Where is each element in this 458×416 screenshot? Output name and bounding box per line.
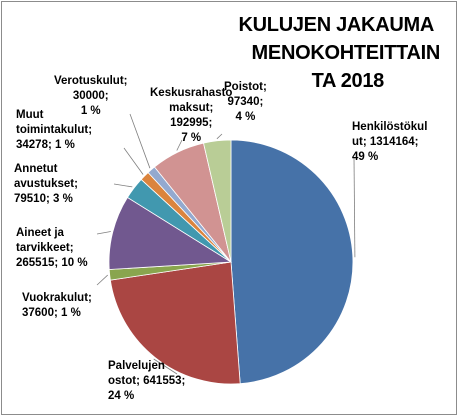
- chart-title-line-1: KULUJEN JAKAUMA: [238, 14, 434, 36]
- data-label-line: Muut: [16, 109, 44, 121]
- data-label-0: Henkilöstökul ut; 1314164; 49 %: [352, 120, 427, 165]
- data-label-line: 7 %: [181, 132, 202, 144]
- data-label-line: Vuokrakulut;: [22, 292, 92, 304]
- data-label-line: Verotuskulut;: [54, 75, 128, 87]
- data-label-line: Palvelujen: [108, 360, 165, 372]
- data-label-line: 4 %: [235, 111, 256, 123]
- pie-slice-0: [230, 139, 354, 385]
- data-label-line: 49 %: [352, 151, 379, 163]
- pie-slice-8: [203, 139, 232, 263]
- leader-line-4: [113, 183, 133, 188]
- data-label-line: 1 %: [80, 105, 101, 117]
- data-label-line: Aineet ja: [16, 227, 64, 239]
- data-label-3: Aineet ja tarvikkeet; 265515; 10 %: [16, 226, 88, 271]
- chart-title-line-3: TA 2018: [311, 70, 385, 92]
- pie-slice-3: [108, 196, 233, 270]
- data-label-line: Poistot;: [224, 81, 267, 93]
- data-label-line: 30000;: [72, 90, 109, 102]
- chart-title-line-2: MENOKOHTEITTAIN: [251, 42, 441, 64]
- data-label-line: ostot; 641553;: [108, 375, 186, 387]
- data-label-line: toimintakulut;: [16, 124, 93, 136]
- data-label-line: Henkilöstökul: [352, 121, 428, 133]
- data-label-8: Poistot; 97340; 4 %: [224, 80, 267, 125]
- data-label-line: 265515; 10 %: [16, 257, 88, 269]
- data-label-line: 192995;: [170, 117, 213, 129]
- leader-line-0: [353, 156, 356, 258]
- data-label-1: Palvelujen ostot; 641553; 24 %: [108, 359, 185, 404]
- leader-line-2: [96, 274, 108, 286]
- data-label-line: 37600; 1 %: [22, 307, 81, 319]
- leader-line-6: [129, 113, 151, 169]
- data-label-5: Muut toimintakulut; 34278; 1 %: [16, 108, 92, 153]
- leader-line-3: [96, 231, 111, 235]
- leader-line-1: [153, 358, 178, 375]
- data-label-line: 79510; 3 %: [14, 193, 73, 205]
- pie-slice-1: [109, 261, 241, 385]
- data-label-7: Keskusrahasto maksut; 192995; 7 %: [150, 86, 232, 146]
- leader-line-8: [216, 133, 223, 140]
- data-label-line: Keskusrahasto: [150, 87, 233, 99]
- data-label-line: 97340;: [227, 96, 264, 108]
- data-label-2: Vuokrakulut; 37600; 1 %: [22, 291, 92, 321]
- data-label-line: tarvikkeet;: [16, 242, 74, 254]
- leader-line-5: [123, 147, 144, 175]
- data-label-line: 34278; 1 %: [16, 139, 75, 151]
- data-label-line: 24 %: [108, 390, 135, 402]
- data-label-line: Annetut: [14, 163, 58, 175]
- data-label-line: maksut;: [169, 102, 214, 114]
- data-label-line: ut; 1314164;: [352, 136, 419, 148]
- data-label-6: Verotuskulut; 30000; 1 %: [54, 74, 127, 119]
- data-label-4: Annetut avustukset; 79510; 3 %: [14, 162, 78, 207]
- leader-line-7: [176, 139, 183, 151]
- data-label-line: avustukset;: [14, 178, 78, 190]
